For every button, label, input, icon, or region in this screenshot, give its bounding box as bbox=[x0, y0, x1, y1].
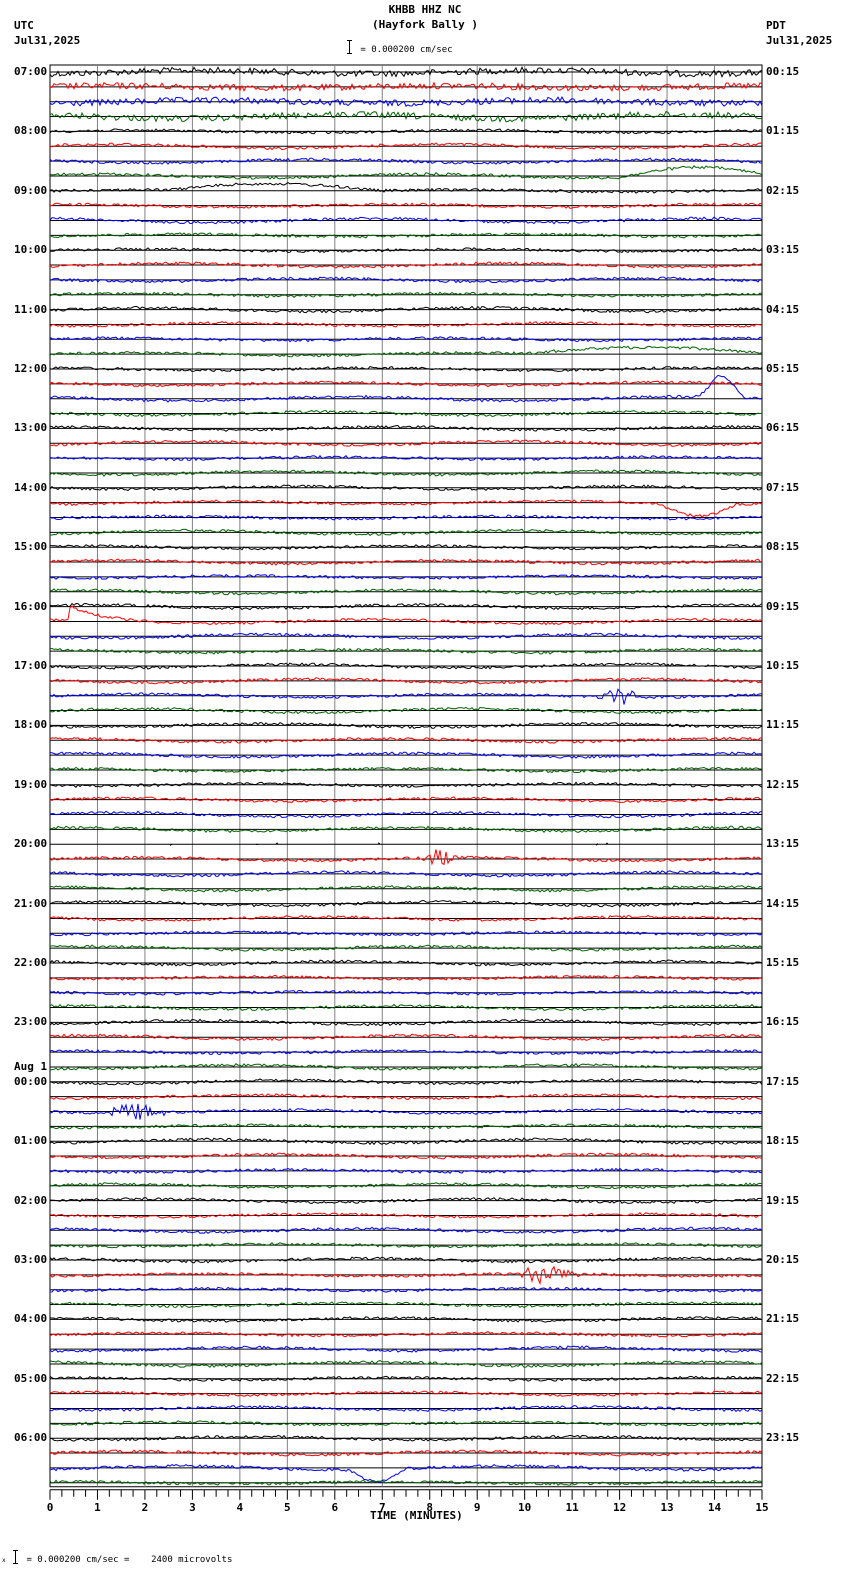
x-tick-label: 11 bbox=[565, 1500, 579, 1514]
utc-hour-label: 19:00 bbox=[14, 777, 48, 791]
x-tick-label: 8 bbox=[426, 1500, 434, 1514]
pdt-hour-label: 23:15 bbox=[766, 1431, 800, 1445]
pdt-hour-label: 00:15 bbox=[766, 65, 800, 78]
utc-hour-label: 00:00 bbox=[14, 1074, 48, 1088]
pdt-hour-label: 16:15 bbox=[766, 1015, 800, 1029]
x-tick-label: 4 bbox=[236, 1500, 244, 1514]
pdt-hour-label: 03:15 bbox=[766, 243, 800, 257]
pdt-hour-label: 11:15 bbox=[766, 718, 800, 732]
x-tick-label: 5 bbox=[284, 1500, 291, 1514]
pdt-hour-label: 10:15 bbox=[766, 659, 800, 672]
x-tick-label: 14 bbox=[707, 1500, 722, 1514]
utc-hour-label: 22:00 bbox=[14, 956, 48, 969]
x-tick-label: 6 bbox=[331, 1500, 339, 1514]
pdt-hour-label: 17:15 bbox=[766, 1074, 800, 1088]
left-timezone: UTC bbox=[14, 19, 34, 32]
utc-hour-label: 08:00 bbox=[14, 124, 48, 138]
utc-hour-label: 13:00 bbox=[14, 421, 48, 435]
utc-hour-label: 15:00 bbox=[14, 540, 48, 554]
x-tick-label: 3 bbox=[189, 1500, 196, 1514]
pdt-hour-label: 19:15 bbox=[766, 1193, 800, 1207]
pdt-hour-label: 22:15 bbox=[766, 1371, 800, 1385]
utc-hour-label: 07:00 bbox=[14, 65, 48, 78]
pdt-hour-label: 06:15 bbox=[766, 421, 800, 435]
right-date: Jul31,2025 bbox=[766, 34, 833, 47]
pdt-hour-label: 01:15 bbox=[766, 124, 800, 138]
utc-hour-label: 10:00 bbox=[14, 243, 48, 257]
x-tick-label: 13 bbox=[660, 1500, 674, 1514]
x-tick-label: 0 bbox=[46, 1500, 54, 1514]
scale-text: = 0.000200 cm/sec bbox=[360, 45, 453, 55]
utc-date-change-label: Aug 1 bbox=[14, 1059, 48, 1073]
pdt-hour-label: 02:15 bbox=[766, 183, 800, 197]
right-timezone: PDT bbox=[766, 19, 786, 32]
pdt-hour-label: 07:15 bbox=[766, 480, 800, 494]
pdt-hour-label: 09:15 bbox=[766, 599, 800, 613]
utc-hour-label: 06:00 bbox=[14, 1431, 48, 1445]
pdt-hour-label: 15:15 bbox=[766, 956, 800, 969]
x-tick-label: 15 bbox=[755, 1500, 769, 1514]
pdt-hour-label: 14:15 bbox=[766, 896, 800, 910]
left-date: Jul31,2025 bbox=[14, 34, 81, 47]
pdt-hour-label: 05:15 bbox=[766, 362, 800, 375]
pdt-hour-label: 21:15 bbox=[766, 1312, 800, 1326]
utc-hour-label: 04:00 bbox=[14, 1312, 48, 1326]
utc-hour-label: 16:00 bbox=[14, 599, 48, 613]
station-title: KHBB HHZ NC bbox=[388, 3, 462, 16]
scale-legend: = 0.000200 cm/sec bbox=[347, 38, 453, 56]
pdt-hour-label: 13:15 bbox=[766, 837, 800, 851]
x-tick-label: 2 bbox=[141, 1500, 149, 1514]
x-tick-label: 7 bbox=[378, 1500, 386, 1514]
utc-hour-label: 09:00 bbox=[14, 183, 48, 197]
utc-hour-label: 21:00 bbox=[14, 896, 48, 910]
utc-hour-label: 05:00 bbox=[14, 1371, 48, 1385]
pdt-hour-label: 08:15 bbox=[766, 540, 800, 554]
x-axis-title: TIME (MINUTES) bbox=[370, 1509, 463, 1522]
x-tick-label: 9 bbox=[473, 1500, 481, 1514]
scale-bar-icon bbox=[13, 1550, 21, 1564]
utc-hour-label: 02:00 bbox=[14, 1193, 48, 1207]
footer-scale-prefix: x bbox=[2, 1557, 6, 1564]
pdt-hour-label: 18:15 bbox=[766, 1134, 800, 1148]
utc-hour-label: 20:00 bbox=[14, 837, 48, 851]
utc-hour-label: 11:00 bbox=[14, 302, 48, 316]
station-location: (Hayfork Bally ) bbox=[372, 18, 478, 31]
x-tick-label: 12 bbox=[612, 1500, 627, 1514]
pdt-hour-label: 04:15 bbox=[766, 302, 800, 316]
utc-hour-label: 18:00 bbox=[14, 718, 48, 732]
footer-scale: x = 0.000200 cm/sec = 2400 microvolts bbox=[2, 1548, 232, 1567]
utc-hour-label: 12:00 bbox=[14, 362, 48, 375]
footer-scale-text: = 0.000200 cm/sec = 2400 microvolts bbox=[26, 1555, 233, 1565]
utc-hour-label: 03:00 bbox=[14, 1253, 48, 1266]
utc-hour-label: 23:00 bbox=[14, 1015, 48, 1029]
utc-hour-label: 14:00 bbox=[14, 480, 48, 494]
scale-bar-icon bbox=[347, 40, 355, 54]
pdt-hour-label: 20:15 bbox=[766, 1253, 800, 1266]
utc-hour-label: 01:00 bbox=[14, 1134, 48, 1148]
utc-hour-label: 17:00 bbox=[14, 659, 48, 672]
x-tick-label: 10 bbox=[518, 1500, 532, 1514]
pdt-hour-label: 12:15 bbox=[766, 777, 800, 791]
x-tick-label: 1 bbox=[94, 1500, 101, 1514]
